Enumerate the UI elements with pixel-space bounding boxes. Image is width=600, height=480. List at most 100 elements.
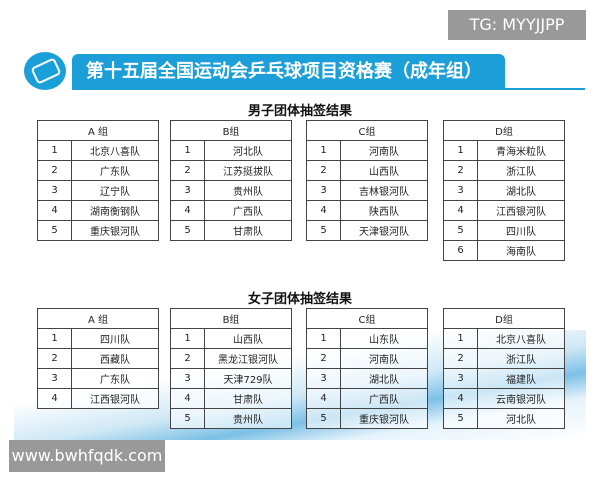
- team-name: 甘肃队: [204, 220, 292, 241]
- group-header-row: D组: [443, 120, 565, 141]
- team-name: 贵州队: [204, 180, 292, 201]
- seed-number: 1: [443, 140, 478, 161]
- seed-number: 1: [170, 328, 205, 349]
- team-name: 重庆银河队: [340, 408, 428, 429]
- seed-number: 4: [37, 200, 72, 221]
- table-row: 3 贵州队: [170, 180, 292, 201]
- table-row: 2 浙江队: [443, 348, 565, 369]
- team-name: 浙江队: [477, 160, 565, 181]
- table-row: 2 广东队: [37, 160, 159, 181]
- seed-number: 1: [306, 328, 341, 349]
- table-row: 1 山西队: [170, 328, 292, 349]
- seed-number: 2: [170, 160, 205, 181]
- group-header-row: C组: [306, 120, 428, 141]
- table-row: 6 海南队: [443, 240, 565, 261]
- banner-title: 第十五届全国运动会乒乓球项目资格赛（成年组）: [72, 54, 505, 89]
- table-row: 4 广西队: [170, 200, 292, 221]
- table-row: 3 湖北队: [443, 180, 565, 201]
- group-header-row: C组: [306, 308, 428, 329]
- team-name: 山西队: [340, 160, 428, 181]
- table-row: 4 云南银河队: [443, 388, 565, 409]
- group-header-row: B组: [170, 308, 292, 329]
- group-header-row: A 组: [37, 120, 159, 141]
- seed-number: 3: [170, 368, 205, 389]
- team-name: 河北队: [204, 140, 292, 161]
- seed-number: 4: [443, 388, 478, 409]
- seed-number: 3: [443, 368, 478, 389]
- table-row: 1 四川队: [37, 328, 159, 349]
- group-header-row: B组: [170, 120, 292, 141]
- seed-number: 1: [306, 140, 341, 161]
- table-row: 3 辽宁队: [37, 180, 159, 201]
- team-name: 辽宁队: [71, 180, 159, 201]
- table-row: 5 重庆银河队: [37, 220, 159, 241]
- team-name: 贵州队: [204, 408, 292, 429]
- table-row: 3 吉林银河队: [306, 180, 428, 201]
- group-name: A 组: [37, 120, 159, 141]
- team-name: 山西队: [204, 328, 292, 349]
- team-name: 海南队: [477, 240, 565, 261]
- seed-number: 4: [170, 200, 205, 221]
- team-name: 吉林银河队: [340, 180, 428, 201]
- table-row: 2 浙江队: [443, 160, 565, 181]
- group-header-row: A 组: [37, 308, 159, 329]
- group-name: D组: [443, 308, 565, 329]
- team-name: 黑龙江银河队: [204, 348, 292, 369]
- team-name: 广西队: [340, 388, 428, 409]
- team-name: 重庆银河队: [71, 220, 159, 241]
- team-name: 江苏挺拔队: [204, 160, 292, 181]
- team-name: 西藏队: [71, 348, 159, 369]
- table-row: 4 广西队: [306, 388, 428, 409]
- table-row: 5 贵州队: [170, 408, 292, 429]
- table-row: 4 甘肃队: [170, 388, 292, 409]
- team-name: 四川队: [477, 220, 565, 241]
- team-name: 广东队: [71, 368, 159, 389]
- table-row: 1 北京八喜队: [37, 140, 159, 161]
- team-name: 天津729队: [204, 368, 292, 389]
- seed-number: 2: [37, 160, 72, 181]
- team-name: 广东队: [71, 160, 159, 181]
- team-name: 云南银河队: [477, 388, 565, 409]
- table-row: 2 河南队: [306, 348, 428, 369]
- seed-number: 5: [170, 220, 205, 241]
- group-name: D组: [443, 120, 565, 141]
- seed-number: 2: [443, 348, 478, 369]
- seed-number: 3: [443, 180, 478, 201]
- women-group-table: D组 1 北京八喜队 2 浙江队 3 福建队 4 云南银河队 5 河北队: [443, 308, 565, 429]
- table-row: 5 四川队: [443, 220, 565, 241]
- table-row: 5 天津银河队: [306, 220, 428, 241]
- table-row: 3 湖北队: [306, 368, 428, 389]
- seed-number: 1: [37, 140, 72, 161]
- table-row: 2 黑龙江银河队: [170, 348, 292, 369]
- table-row: 1 河南队: [306, 140, 428, 161]
- table-row: 5 甘肃队: [170, 220, 292, 241]
- women-group-table: A 组 1 四川队 2 西藏队 3 广东队 4 江西银河队: [37, 308, 159, 409]
- seed-number: 3: [170, 180, 205, 201]
- seed-number: 2: [170, 348, 205, 369]
- table-row: 3 福建队: [443, 368, 565, 389]
- seed-number: 4: [170, 388, 205, 409]
- seed-number: 3: [306, 368, 341, 389]
- team-name: 天津银河队: [340, 220, 428, 241]
- team-name: 湖北队: [340, 368, 428, 389]
- seed-number: 1: [443, 328, 478, 349]
- table-row: 4 江西银河队: [443, 200, 565, 221]
- team-name: 福建队: [477, 368, 565, 389]
- women-group-table: C组 1 山东队 2 河南队 3 湖北队 4 广西队 5 重庆银河队: [306, 308, 428, 429]
- group-header-row: D组: [443, 308, 565, 329]
- seed-number: 4: [306, 388, 341, 409]
- table-row: 1 青海米粒队: [443, 140, 565, 161]
- team-name: 甘肃队: [204, 388, 292, 409]
- table-row: 4 江西银河队: [37, 388, 159, 409]
- group-name: B组: [170, 308, 292, 329]
- seed-number: 3: [37, 368, 72, 389]
- seed-number: 5: [37, 220, 72, 241]
- seed-number: 2: [37, 348, 72, 369]
- table-row: 5 河北队: [443, 408, 565, 429]
- table-row: 2 西藏队: [37, 348, 159, 369]
- team-name: 河南队: [340, 140, 428, 161]
- seed-number: 5: [306, 408, 341, 429]
- seed-number: 1: [37, 328, 72, 349]
- team-name: 河北队: [477, 408, 565, 429]
- group-name: C组: [306, 308, 428, 329]
